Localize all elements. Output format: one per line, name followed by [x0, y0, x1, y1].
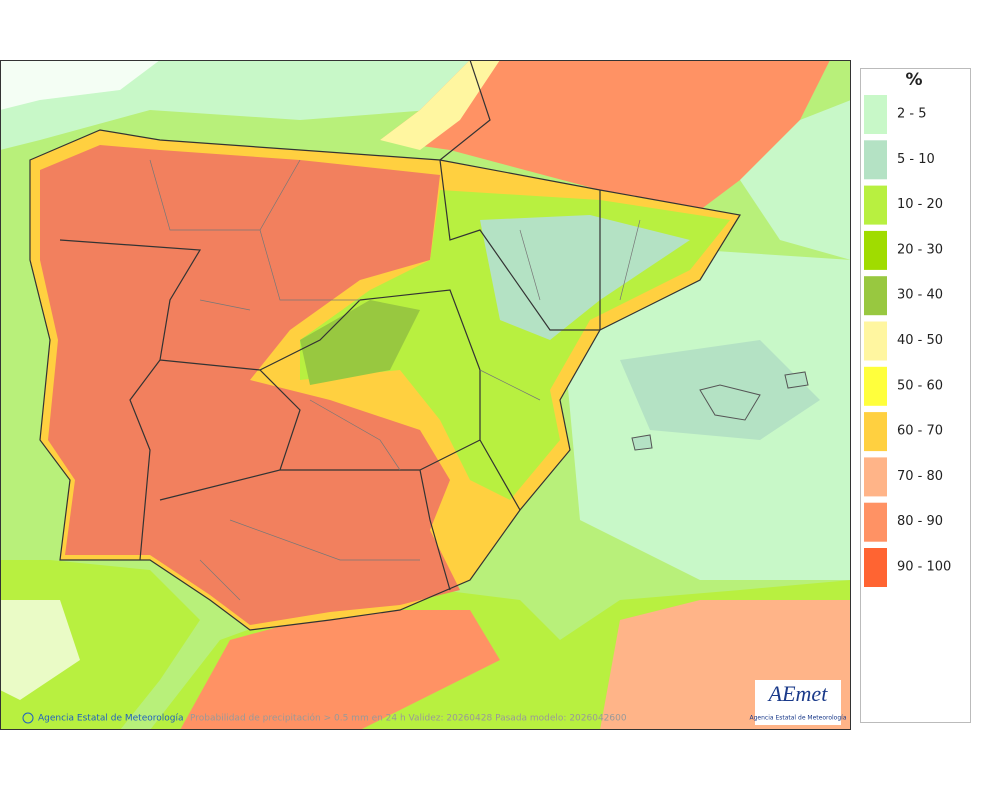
band	[380, 61, 500, 150]
logo-subtitle: Agencia Estatal de Meteorología	[750, 715, 847, 722]
ebro-valley	[480, 215, 690, 340]
balearic-islands	[631, 371, 809, 451]
legend-swatch	[864, 412, 887, 452]
legend-label: 70 - 80	[897, 469, 943, 484]
legend: 2 - 5 5 - 10 10 - 20 20 - 30 30 - 40 40 - 50 5…	[864, 95, 951, 587]
legend-label: 5 - 10	[897, 152, 935, 167]
legend-swatch	[864, 457, 887, 497]
legend-label: 80 - 90	[897, 514, 943, 529]
legend-label: 90 - 100	[897, 560, 951, 575]
clear-area	[1, 61, 159, 110]
legend-swatch	[864, 321, 887, 361]
legend-swatch	[864, 185, 887, 225]
legend-label: 10 - 20	[897, 197, 943, 212]
legend-swatch	[864, 140, 887, 180]
sea-east	[740, 100, 850, 260]
province-borders	[149, 159, 641, 601]
legend-label: 2 - 5	[897, 107, 927, 122]
legend-swatch	[864, 502, 887, 542]
legend-swatch	[864, 276, 887, 316]
legend-title: %	[905, 70, 922, 90]
copyright-icon	[22, 712, 34, 724]
france-area	[380, 61, 830, 210]
legend-swatch	[864, 95, 887, 134]
legend-swatch	[864, 366, 887, 406]
logo-box	[755, 680, 841, 725]
clear-area	[1, 600, 80, 700]
legend-swatch	[864, 548, 887, 587]
map-frame	[0, 60, 851, 730]
map	[1, 61, 850, 729]
logo-name: AEmet	[767, 681, 829, 706]
legend-label: 60 - 70	[897, 424, 943, 439]
africa-area	[180, 610, 500, 729]
legend-label: 30 - 40	[897, 288, 943, 303]
borders	[29, 61, 741, 631]
legend-label: 50 - 60	[897, 378, 943, 393]
caption: Probabilidad de precipitación > 0.5 mm e…	[190, 713, 627, 724]
central-area	[300, 300, 420, 385]
legend-swatch	[864, 230, 887, 270]
legend-label: 40 - 50	[897, 333, 943, 348]
credit: Agencia Estatal de Meteorología	[38, 714, 184, 724]
legend-label: 20 - 30	[897, 242, 943, 257]
